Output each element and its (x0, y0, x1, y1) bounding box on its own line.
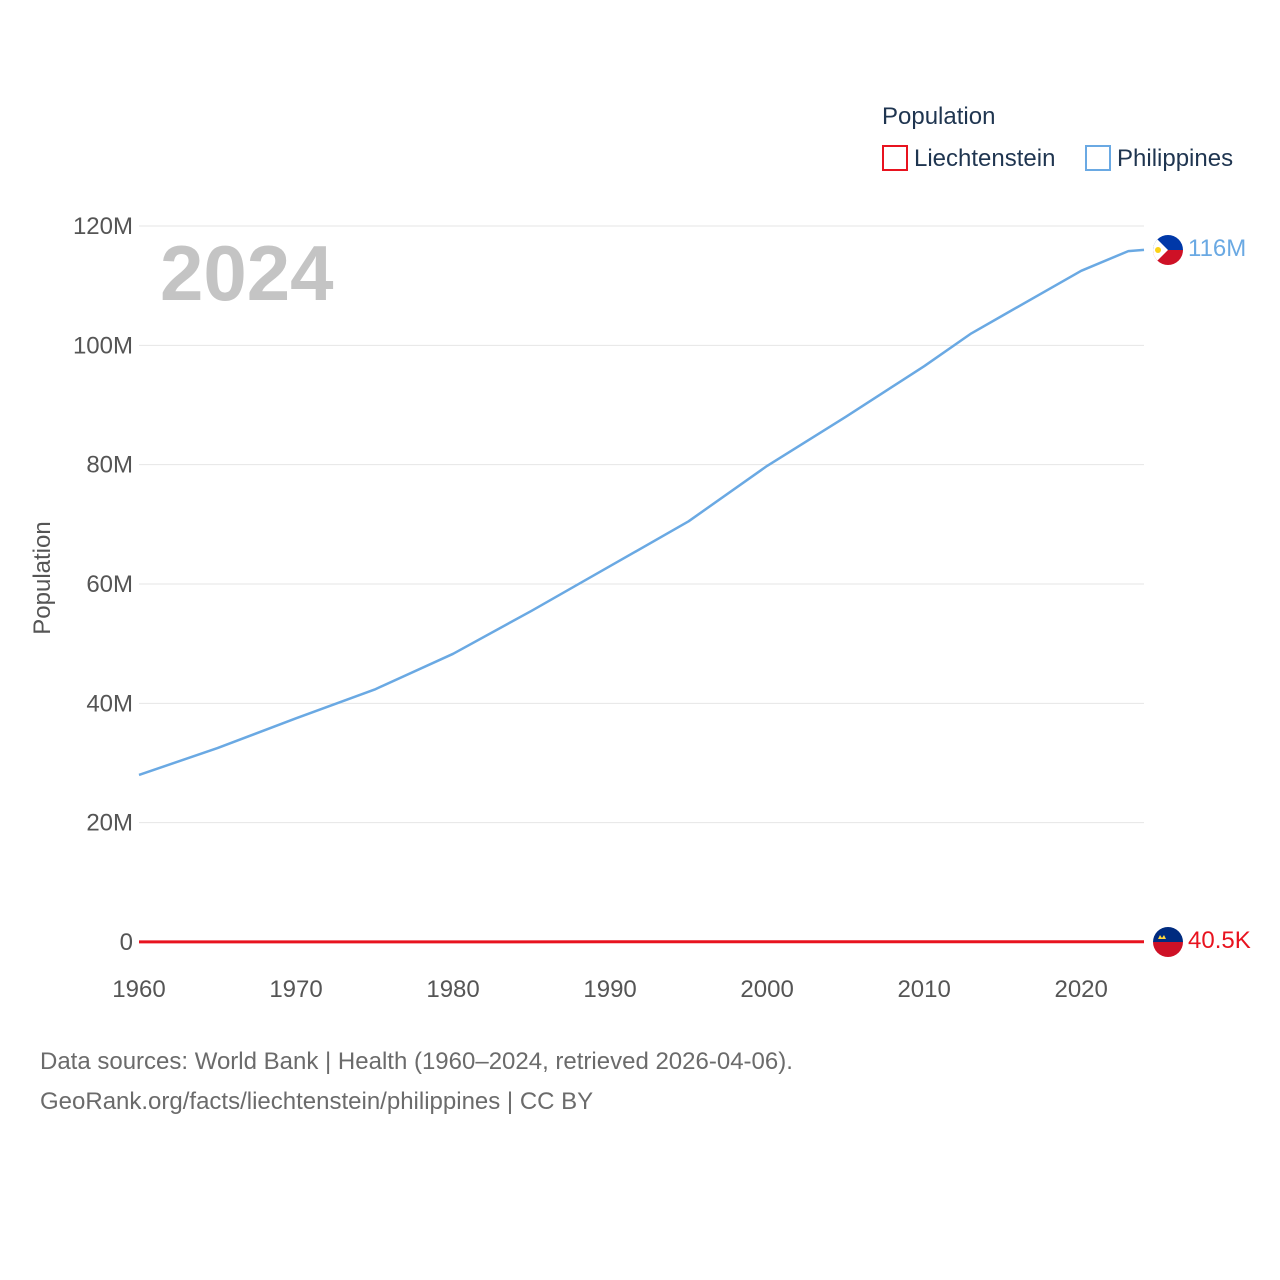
legend-label-philippines[interactable]: Philippines (1117, 145, 1233, 172)
liechtenstein-flag-icon (1153, 927, 1183, 957)
x-tick-label: 2020 (1054, 976, 1107, 1003)
y-tick-label: 60M (86, 571, 133, 598)
philippines-end-value-label: 116M (1188, 235, 1246, 262)
y-axis-title: Population (29, 521, 56, 634)
x-tick-label: 1980 (426, 976, 479, 1003)
x-tick-label: 2010 (897, 976, 950, 1003)
y-tick-label: 120M (73, 213, 133, 240)
footer-sources-line: Data sources: World Bank | Health (1960–… (40, 1048, 793, 1075)
legend-title: Population (882, 103, 995, 130)
y-tick-label: 80M (86, 452, 133, 479)
year-watermark: 2024 (160, 229, 334, 317)
gridlines (139, 225, 1144, 824)
footer-link-line[interactable]: GeoRank.org/facts/liechtenstein/philippi… (40, 1088, 594, 1115)
x-axis-tick-labels: 1960 1970 1980 1990 2000 2010 2020 (112, 976, 1108, 1003)
x-tick-label: 1970 (269, 976, 322, 1003)
y-tick-label: 20M (86, 810, 133, 837)
series-lines (138, 248, 1145, 944)
x-tick-label: 1990 (583, 976, 636, 1003)
legend-swatch-philippines[interactable] (1085, 145, 1111, 171)
liechtenstein-end-value-label: 40.5K (1188, 927, 1251, 954)
y-axis-tick-labels: 0 20M 40M 60M 80M 100M 120M (73, 213, 133, 956)
x-tick-label: 1960 (112, 976, 165, 1003)
series-line-philippines[interactable] (138, 248, 1145, 777)
y-tick-label: 100M (73, 332, 133, 359)
y-tick-label: 40M (86, 690, 133, 717)
x-tick-label: 2000 (740, 976, 793, 1003)
philippines-flag-icon (1153, 235, 1183, 265)
legend-label-liechtenstein[interactable]: Liechtenstein (914, 145, 1055, 172)
y-tick-label: 0 (120, 929, 133, 956)
data-source-footer: Data sources: World Bank | Health (1960–… (40, 1042, 793, 1122)
legend-swatch-liechtenstein[interactable] (882, 145, 908, 171)
